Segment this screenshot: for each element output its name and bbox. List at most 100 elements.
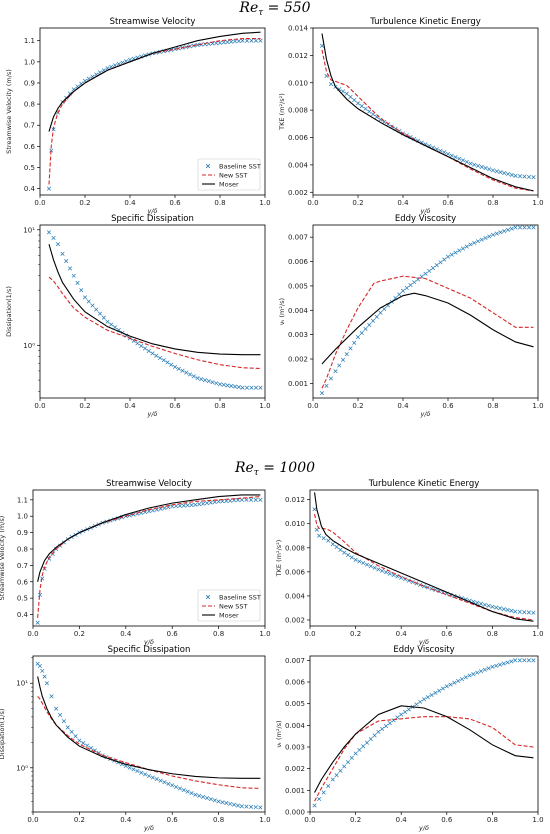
data-point	[372, 733, 377, 738]
data-point	[79, 288, 84, 293]
data-point	[253, 805, 258, 810]
data-point	[471, 672, 476, 677]
y-tick-label: 0.7	[17, 562, 28, 570]
series-moser	[37, 494, 261, 582]
data-point	[368, 737, 373, 742]
data-point	[367, 109, 372, 114]
x-tick-label: 0.4	[397, 199, 409, 207]
panel-title: Turbulence Kinetic Energy	[369, 17, 481, 27]
data-point	[513, 609, 518, 614]
data-point	[442, 257, 447, 262]
panel-title: Specific Dissipation	[111, 214, 194, 224]
x-tick-label: 0.4	[120, 630, 132, 638]
data-point	[81, 740, 86, 746]
data-point	[150, 351, 155, 356]
data-point	[340, 357, 346, 362]
data-point	[221, 382, 226, 387]
data-point	[189, 502, 194, 508]
data-point	[478, 669, 484, 674]
data-point	[204, 796, 210, 801]
data-point	[253, 497, 258, 502]
x-tick-label: 0.8	[214, 402, 225, 410]
data-point	[181, 787, 186, 793]
data-point	[348, 346, 353, 351]
data-point	[97, 311, 103, 316]
data-point	[157, 355, 163, 361]
data-point	[342, 764, 347, 769]
data-point	[429, 692, 434, 698]
data-point	[517, 658, 522, 663]
data-point	[127, 765, 132, 770]
x-tick-label: 0.4	[124, 402, 136, 410]
data-point	[328, 376, 334, 381]
x-axis-label: y/δ	[419, 410, 430, 418]
data-point	[487, 167, 492, 172]
data-point	[412, 280, 417, 285]
data-point	[359, 330, 364, 336]
data-point	[321, 536, 326, 541]
x-tick-label: 0.6	[169, 402, 181, 410]
data-point	[374, 314, 379, 319]
data-point	[184, 370, 189, 375]
data-point	[434, 263, 439, 268]
data-point	[139, 343, 144, 348]
data-point	[364, 562, 370, 567]
data-point	[397, 292, 402, 297]
data-point	[494, 169, 499, 174]
y-tick-label: 0.007	[285, 657, 305, 665]
data-point	[161, 358, 166, 363]
data-point	[472, 162, 477, 167]
legend-marker	[205, 163, 211, 169]
data-point	[531, 610, 536, 615]
data-point	[464, 244, 469, 249]
data-point	[349, 555, 354, 560]
data-point	[69, 729, 74, 734]
data-point	[67, 91, 73, 96]
data-point	[444, 684, 449, 689]
data-point	[522, 174, 527, 179]
x-axis-label: y/δ	[418, 638, 429, 646]
series-baseline-sst	[319, 43, 536, 180]
data-point	[177, 503, 182, 508]
data-point	[169, 362, 174, 367]
series-line	[321, 292, 534, 365]
data-point	[189, 791, 194, 796]
x-tick-label: 0.8	[213, 816, 224, 824]
data-point	[217, 382, 223, 387]
data-point	[349, 755, 354, 760]
data-point	[65, 725, 70, 730]
group-title-re1000: Reτ = 1000	[234, 460, 315, 478]
data-point	[478, 601, 484, 606]
data-point	[240, 38, 245, 43]
data-point	[483, 166, 488, 171]
data-point	[513, 658, 518, 663]
y-axis-label: Streamwise Velocity (m/s)	[0, 516, 6, 601]
series-new-sst	[48, 276, 261, 370]
y-tick-label: 0.004	[285, 592, 306, 600]
data-point	[359, 103, 364, 109]
data-point	[174, 784, 179, 789]
y-tick-label: 10¹	[23, 226, 35, 234]
x-tick-label: 0.0	[304, 630, 315, 638]
legend-label: Baseline SST	[219, 593, 261, 601]
data-point	[494, 663, 499, 668]
data-point	[220, 800, 225, 805]
data-point	[380, 568, 385, 573]
data-point	[522, 610, 527, 615]
x-tick-label: 0.4	[120, 816, 132, 824]
series-line	[37, 494, 261, 582]
data-point	[54, 706, 59, 711]
series-line	[48, 244, 261, 356]
x-tick-label: 0.6	[167, 630, 179, 638]
data-point	[170, 504, 175, 509]
data-point	[225, 40, 230, 45]
data-point	[228, 801, 233, 806]
y-axis-label: Streamwise Velocity (m/s)	[5, 69, 13, 154]
x-axis-label: y/δ	[143, 824, 154, 832]
data-point	[319, 391, 325, 396]
data-point	[244, 38, 250, 43]
data-point	[509, 659, 514, 664]
series-new-sst	[321, 49, 534, 192]
x-tick-label: 0.8	[487, 816, 498, 824]
